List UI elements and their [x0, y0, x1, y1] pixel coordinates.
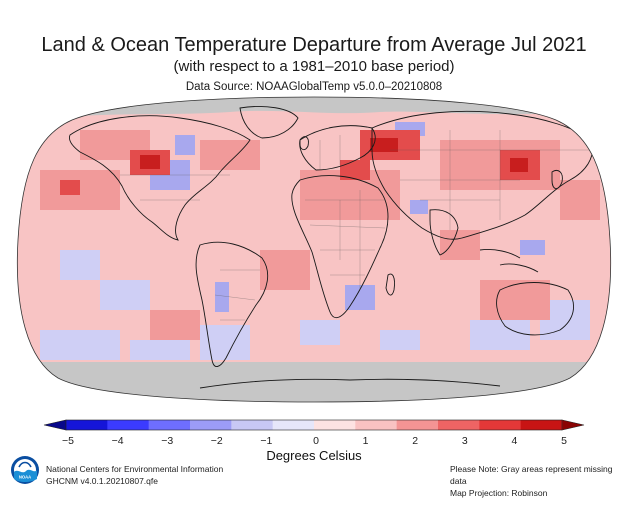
- colorbar-tick-label: 4: [511, 435, 518, 447]
- colorbar-swatch: [66, 420, 108, 430]
- colorbar-swatch: [479, 420, 522, 430]
- colorbar-tick-label: −1: [260, 435, 273, 447]
- colorbar-tick-label: −2: [210, 435, 223, 447]
- colorbar: [43, 419, 585, 431]
- colorbar-tick-label: 3: [461, 435, 468, 447]
- colorbar-swatch: [396, 420, 439, 430]
- footer-org: National Centers for Environmental Infor…: [46, 464, 224, 474]
- colorbar-swatch: [107, 420, 150, 430]
- arctic-missing-data: [60, 97, 570, 118]
- colorbar-swatch: [148, 420, 191, 430]
- colorbar-swatch: [355, 420, 398, 430]
- colorbar-tick-label: 1: [362, 435, 369, 447]
- colorbar-tick-label: 5: [561, 435, 567, 447]
- country-borders: [120, 130, 590, 321]
- footer-dataset: GHCNM v4.0.1.20210807.qfe: [46, 476, 158, 486]
- footer-projection: Map Projection: Robinson: [450, 488, 548, 498]
- continent-outlines: [69, 106, 594, 389]
- extreme-warm-patches: [140, 138, 528, 172]
- globe-outline: [16, 96, 612, 403]
- colorbar-max-arrow: [561, 419, 585, 431]
- noaa-logo: NOAA: [11, 456, 39, 484]
- chart-title: Land & Ocean Temperature Departure from …: [41, 34, 587, 56]
- colorbar-swatch: [520, 420, 563, 430]
- colorbar-swatch: [190, 420, 232, 430]
- chart-subtitle: (with respect to a 1981–2010 base period…: [173, 58, 455, 75]
- colorbar-frame: [65, 419, 563, 431]
- colorbar-swatch: [231, 420, 274, 430]
- colorbar-swatch: [272, 420, 315, 430]
- colorbar-tick-label: −5: [62, 435, 74, 447]
- colorbar-tick-label: −3: [161, 435, 174, 447]
- colorbar-tick-label: −4: [111, 435, 124, 447]
- antarctic-missing-data: [17, 362, 611, 402]
- cool-anomaly-patches: [40, 250, 590, 360]
- strong-warm-patches: [60, 130, 540, 195]
- footer-left: National Centers for Environmental Infor…: [46, 463, 223, 487]
- colorbar-swatch: [438, 420, 480, 430]
- colorbar-tick-label: 0: [313, 435, 319, 447]
- data-source: Data Source: NOAAGlobalTemp v5.0.0–20210…: [185, 81, 443, 93]
- colorbar-min-arrow: [43, 419, 67, 431]
- footer-note: Please Note: Gray areas represent missin…: [450, 464, 613, 486]
- colorbar-tick-label: 2: [412, 435, 419, 447]
- colorbar-swatch: [314, 420, 356, 430]
- footer-right: Please Note: Gray areas represent missin…: [450, 463, 628, 499]
- logo-text: NOAA: [19, 475, 31, 480]
- colorbar-units: Degrees Celsius: [266, 448, 362, 463]
